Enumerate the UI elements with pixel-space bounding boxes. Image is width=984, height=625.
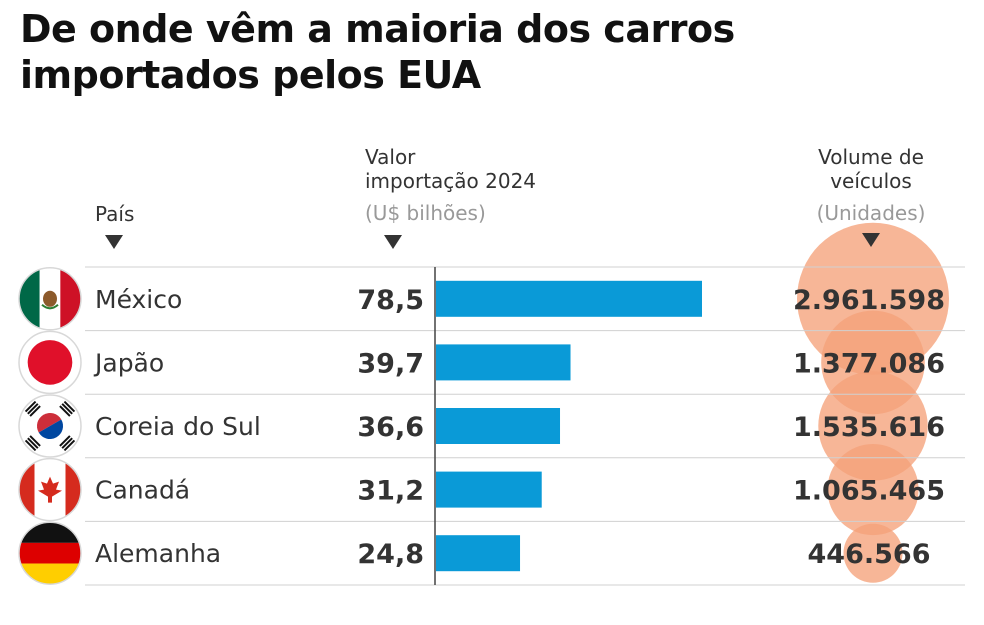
value-label: 78,5 — [357, 285, 424, 316]
value-bar — [436, 280, 702, 317]
country-label: Canadá — [95, 476, 190, 505]
volume-label: 446.566 — [808, 539, 931, 570]
chart-row: Canadá 31,2 1.065.465 — [18, 457, 945, 522]
country-label: Japão — [93, 348, 164, 377]
chart-title: De onde vêm a maioria dos carros importa… — [20, 7, 735, 97]
value-label: 39,7 — [357, 348, 424, 379]
value-header-line1: Valor — [365, 145, 416, 169]
value-label: 36,6 — [357, 412, 424, 443]
volume-bubble — [827, 444, 919, 536]
chart-row: Alemanha 24,8 446.566 — [18, 521, 931, 585]
value-bar — [436, 535, 521, 572]
value-column-header: Valor importação 2024 (U$ bilhões) — [365, 145, 536, 225]
value-label: 24,8 — [357, 539, 424, 570]
value-header-line2: importação 2024 — [365, 169, 537, 193]
mexico-flag-icon — [18, 267, 82, 331]
country-label: Alemanha — [95, 539, 221, 568]
country-label: Coreia do Sul — [95, 412, 261, 441]
south-korea-flag-icon — [18, 394, 82, 458]
value-bar — [436, 408, 561, 444]
country-header-arrow-icon — [105, 235, 123, 249]
country-label: México — [95, 285, 182, 314]
volume-header-line2: veículos — [830, 169, 912, 193]
volume-header-line1: Volume de — [818, 145, 924, 169]
value-bar — [436, 344, 571, 381]
volume-label: 2.961.598 — [793, 285, 945, 316]
country-header-label: País — [95, 202, 135, 226]
volume-label: 1.535.616 — [793, 412, 945, 443]
chart-rows: México 78,5 2.961.598 Japão 39,7 1.377.086 Cor… — [18, 267, 945, 585]
chart-row: Coreia do Sul 36,6 1.535.616 — [18, 394, 945, 458]
row-dividers — [85, 266, 965, 586]
chart-row: México 78,5 2.961.598 — [18, 267, 945, 331]
volume-bubble — [843, 523, 903, 583]
value-header-unit: (U$ bilhões) — [365, 201, 486, 225]
volume-header-unit: (Unidades) — [816, 201, 926, 225]
value-label: 31,2 — [357, 476, 424, 507]
volume-column-header: Volume de veículos (Unidades) — [800, 145, 942, 225]
volume-bubbles — [797, 222, 949, 583]
country-column-header: País — [95, 202, 134, 226]
chart-row: Japão 39,7 1.377.086 — [18, 330, 945, 395]
value-bar — [436, 471, 542, 508]
japan-flag-icon — [18, 330, 82, 395]
germany-flag-icon — [18, 521, 82, 585]
volume-label: 1.377.086 — [793, 348, 945, 379]
canada-flag-icon — [18, 457, 82, 522]
volume-label: 1.065.465 — [793, 476, 945, 507]
value-header-arrow-icon — [384, 235, 402, 249]
volume-header-arrow-icon — [862, 233, 880, 247]
